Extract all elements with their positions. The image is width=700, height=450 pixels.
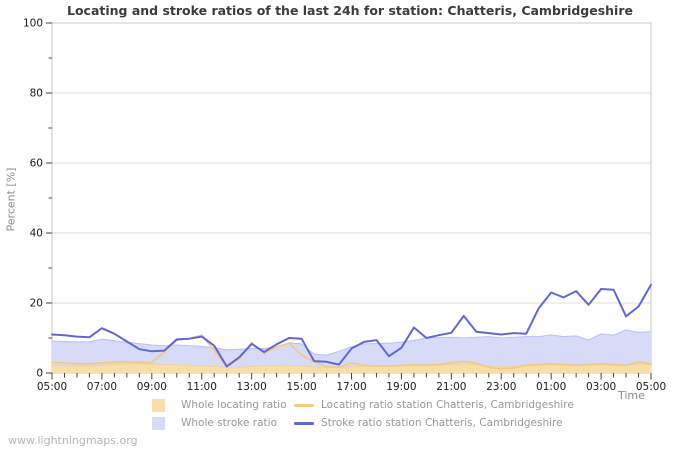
svg-text:01:00: 01:00 — [536, 381, 566, 393]
svg-text:0: 0 — [36, 368, 43, 380]
svg-text:05:00: 05:00 — [37, 381, 67, 393]
legend-fill-swatch-whole-locating — [152, 398, 165, 412]
svg-text:23:00: 23:00 — [486, 381, 516, 393]
svg-text:17:00: 17:00 — [336, 381, 366, 393]
y-axis-label: Percent [%] — [4, 167, 18, 232]
svg-text:09:00: 09:00 — [137, 381, 167, 393]
legend-label-stroke-station: Stroke ratio station Chatteris, Cambridg… — [321, 417, 563, 429]
chart-legend: Whole locating ratio Locating ratio stat… — [152, 396, 574, 432]
legend-label-whole-locating: Whole locating ratio — [181, 399, 287, 411]
svg-text:13:00: 13:00 — [237, 381, 267, 393]
svg-text:21:00: 21:00 — [436, 381, 466, 393]
legend-label-locating-station: Locating ratio station Chatteris, Cambri… — [321, 399, 574, 411]
svg-text:60: 60 — [30, 158, 43, 170]
svg-text:03:00: 03:00 — [586, 381, 616, 393]
x-axis-label: Time — [618, 389, 645, 402]
svg-text:80: 80 — [30, 88, 43, 100]
legend-line-swatch-locating-station — [294, 403, 314, 407]
svg-text:15:00: 15:00 — [286, 381, 316, 393]
svg-text:19:00: 19:00 — [386, 381, 416, 393]
legend-row-stroke: Whole stroke ratio Stroke ratio station … — [152, 414, 574, 432]
legend-label-whole-stroke: Whole stroke ratio — [181, 417, 277, 429]
svg-text:40: 40 — [30, 228, 43, 240]
chart-title: Locating and stroke ratios of the last 2… — [66, 3, 633, 18]
legend-line-swatch-stroke-station — [294, 421, 314, 425]
svg-text:05:00: 05:00 — [636, 381, 666, 393]
svg-text:11:00: 11:00 — [187, 381, 217, 393]
svg-text:100: 100 — [23, 18, 43, 30]
watermark-link[interactable]: www.lightningmaps.org — [8, 434, 138, 447]
legend-row-locating: Whole locating ratio Locating ratio stat… — [152, 396, 574, 414]
legend-fill-swatch-whole-stroke — [152, 416, 165, 430]
svg-text:20: 20 — [30, 298, 43, 310]
svg-text:07:00: 07:00 — [87, 381, 117, 393]
